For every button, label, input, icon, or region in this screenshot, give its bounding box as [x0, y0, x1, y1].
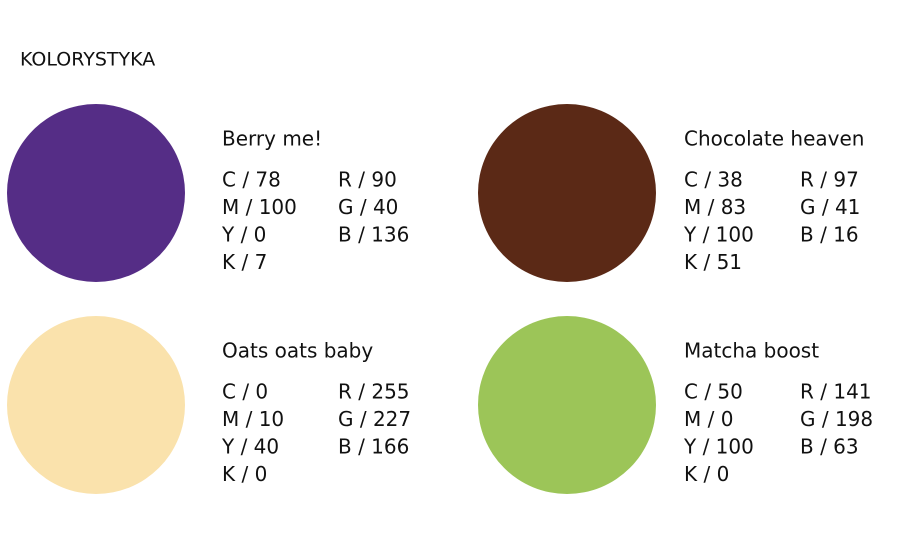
rgb-value: G / 40: [338, 195, 398, 219]
cmyk-value: Y / 40: [221, 435, 279, 459]
cmyk-value: C / 78: [222, 168, 281, 192]
cmyk-value: K / 7: [222, 250, 267, 274]
rgb-value: R / 141: [800, 380, 872, 404]
cmyk-value: K / 0: [684, 462, 729, 486]
color-name: Chocolate heaven: [684, 127, 864, 151]
cmyk-value: Y / 100: [683, 223, 754, 247]
page-title: KOLORYSTYKA: [20, 49, 155, 71]
cmyk-value: C / 0: [222, 380, 268, 404]
rgb-value: B / 166: [338, 435, 409, 459]
rgb-value: G / 227: [338, 407, 411, 431]
color-name: Matcha boost: [684, 339, 819, 363]
rgb-value: B / 16: [800, 223, 859, 247]
rgb-value: B / 136: [338, 223, 409, 247]
rgb-value: R / 255: [338, 380, 410, 404]
cmyk-value: C / 50: [684, 380, 743, 404]
cmyk-value: K / 51: [684, 250, 742, 274]
rgb-value: B / 63: [800, 435, 859, 459]
rgb-value: R / 90: [338, 168, 397, 192]
color-swatch: [478, 104, 656, 282]
color-name: Oats oats baby: [222, 339, 373, 363]
rgb-value: G / 41: [800, 195, 860, 219]
cmyk-value: M / 83: [684, 195, 746, 219]
cmyk-value: M / 10: [222, 407, 284, 431]
color-swatch: [478, 316, 656, 494]
cmyk-value: M / 0: [684, 407, 733, 431]
color-name: Berry me!: [222, 127, 322, 151]
cmyk-value: M / 100: [222, 195, 297, 219]
color-swatch: [7, 104, 185, 282]
cmyk-value: C / 38: [684, 168, 743, 192]
color-swatch: [7, 316, 185, 494]
cmyk-value: Y / 0: [221, 223, 266, 247]
cmyk-value: K / 0: [222, 462, 267, 486]
cmyk-value: Y / 100: [683, 435, 754, 459]
rgb-value: G / 198: [800, 407, 873, 431]
rgb-value: R / 97: [800, 168, 859, 192]
